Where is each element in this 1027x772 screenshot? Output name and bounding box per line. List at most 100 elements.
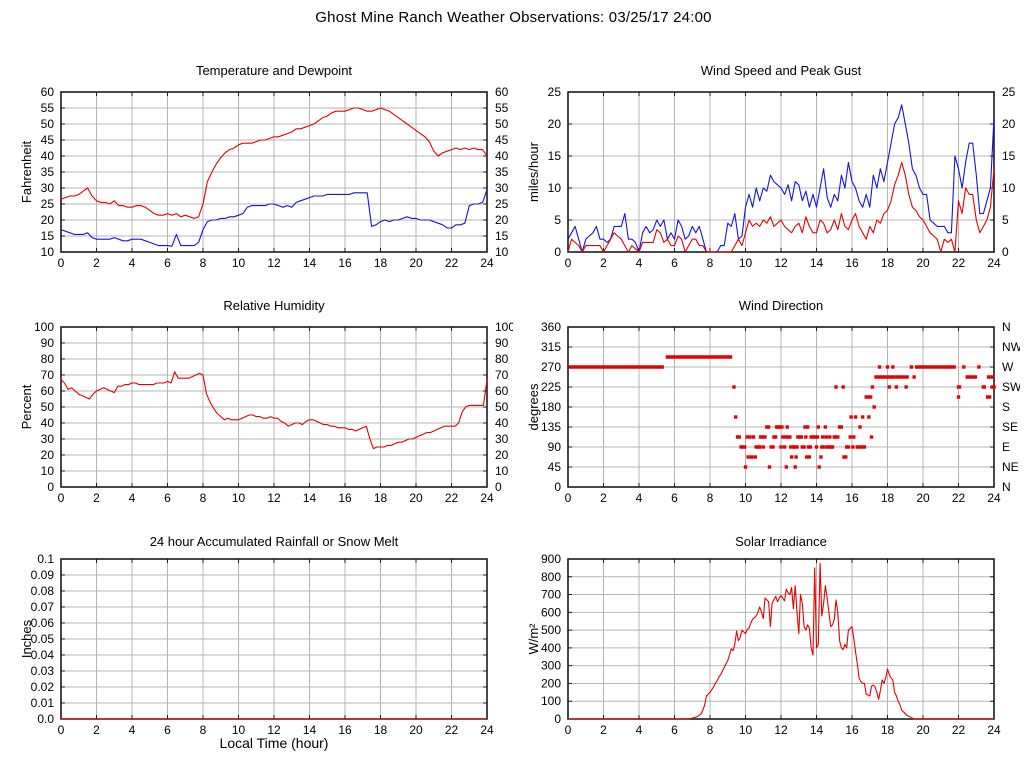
wind-direction-dot	[816, 425, 820, 429]
x-tick-label: 10	[739, 491, 753, 505]
y-tick-label: 900	[541, 552, 561, 566]
y-tick-label-right: NW	[1002, 340, 1020, 354]
chart-rainfall: 24 hour Accumulated Rainfall or Snow Mel…	[0, 522, 513, 772]
wind-direction-dot	[891, 365, 895, 369]
wind-direction-dot	[734, 415, 738, 419]
wind-direction-dot	[789, 455, 794, 459]
x-tick-label: 20	[409, 491, 423, 505]
x-tick-label: 2	[93, 491, 100, 505]
y-tick-label: 55	[41, 101, 55, 115]
y-tick-label: 0.01	[31, 696, 55, 710]
x-tick-label: 0	[565, 256, 572, 270]
y-tick-label: 10	[41, 464, 55, 478]
y-tick-label-right: E	[1002, 440, 1010, 454]
x-tick-label: 16	[338, 256, 352, 270]
y-tick-label-right: 15	[495, 229, 509, 243]
x-tick-label: 6	[671, 491, 678, 505]
wind-direction-dot	[743, 465, 748, 469]
y-tick-label-right: N	[1002, 320, 1011, 334]
wind-direction-dot	[956, 395, 961, 399]
wind-direction-dot	[874, 375, 878, 379]
wind-direction-dot	[870, 385, 875, 389]
wind-direction-dot	[868, 395, 873, 399]
chart-relative-humidity: Relative Humidity Percent 0 10 20 30 40 50 60 7…	[0, 290, 513, 540]
y-tick-label-right: 80	[495, 352, 509, 366]
wind-direction-dot	[844, 445, 849, 449]
y-tick-label: 60	[41, 384, 55, 398]
x-tick-label: 10	[739, 723, 753, 737]
x-tick-label: 10	[232, 256, 246, 270]
x-tick-label: 0	[565, 491, 572, 505]
y-tick-label-right: 45	[495, 133, 509, 147]
wind-direction-dot	[754, 445, 758, 449]
x-tick-label: 14	[810, 491, 824, 505]
wind-direction-dot	[860, 445, 864, 449]
y-tick-label-right: 40	[495, 416, 509, 430]
wind-direction-dot	[793, 465, 797, 469]
wind-direction-dot	[841, 385, 845, 389]
y-tick-label: 300	[541, 659, 561, 673]
x-tick-label: 8	[200, 491, 207, 505]
wind-direction-dot	[745, 435, 749, 439]
y-tick-label: 0	[554, 245, 561, 259]
x-tick-label: 18	[881, 491, 895, 505]
chart-wind-direction: Wind Direction degrees 0 45 90 135 180 225 270…	[507, 290, 1020, 540]
x-tick-label: 24	[987, 491, 1001, 505]
x-tick-label: 2	[93, 723, 100, 737]
x-tick-label: 22	[445, 491, 459, 505]
wind-direction-dot	[885, 365, 890, 369]
wind-direction-dot	[785, 425, 789, 429]
y-tick-label-right: 20	[495, 213, 509, 227]
x-tick-label: 8	[200, 723, 207, 737]
y-tick-label: 40	[41, 149, 55, 163]
wind-direction-dot	[750, 455, 754, 459]
wind-direction-dot	[806, 445, 811, 449]
wind-direction-dot	[769, 445, 773, 449]
wind-direction-dot	[869, 435, 874, 439]
wind-direction-dot	[758, 445, 762, 449]
y-tick-label-right: 20	[1002, 117, 1016, 131]
wind-direction-dot	[807, 455, 812, 459]
y-tick-label-right: 10	[1002, 181, 1016, 195]
x-tick-label: 24	[480, 723, 494, 737]
y-tick-label: 200	[541, 676, 561, 690]
y-tick-label: 0	[554, 480, 561, 494]
y-tick-label: 25	[548, 85, 562, 99]
y-tick-label-right: 10	[495, 245, 509, 259]
y-tick-label-right: 55	[495, 101, 509, 115]
x-tick-label: 20	[916, 723, 930, 737]
x-tick-label: 2	[600, 723, 607, 737]
y-tick-label-right: NE	[1002, 460, 1019, 474]
y-tick-label: 360	[541, 320, 561, 334]
x-tick-label: 14	[810, 723, 824, 737]
wind-direction-dot	[765, 425, 769, 429]
x-tick-label: 4	[129, 723, 136, 737]
y-tick-label-right: 0	[1002, 245, 1009, 259]
wind-direction-dot	[737, 435, 741, 439]
x-tick-label: 14	[303, 491, 317, 505]
x-tick-label: 4	[129, 256, 136, 270]
wind-direction-dot	[778, 425, 782, 429]
y-tick-label-right: 40	[495, 149, 509, 163]
wind-direction-dot	[741, 445, 745, 449]
wind-direction-dot	[782, 445, 787, 449]
wind-direction-dot	[817, 465, 821, 469]
y-tick-label-right: S	[1002, 400, 1010, 414]
wind-direction-dot	[779, 445, 783, 449]
y-tick-label: 100	[541, 694, 561, 708]
wind-direction-dot	[842, 455, 846, 459]
x-tick-label: 18	[374, 256, 388, 270]
chart-temperature-dewpoint: Temperature and Dewpoint Fahrenheit 10 15…	[0, 55, 513, 305]
y-tick-label-right: 0	[495, 480, 502, 494]
x-tick-label: 22	[952, 491, 966, 505]
wind-direction-dot	[857, 445, 861, 449]
y-tick-label: 0.07	[31, 600, 55, 614]
y-tick-label: 0.08	[31, 584, 55, 598]
wind-direction-dot	[990, 385, 994, 389]
wind-direction-dot	[877, 365, 882, 369]
wind-direction-dot	[815, 435, 820, 439]
y-tick-label-right: 30	[495, 181, 509, 195]
wind-direction-dot	[872, 405, 876, 409]
y-tick-label-right: 60	[495, 384, 509, 398]
wind-direction-dot	[773, 435, 778, 439]
